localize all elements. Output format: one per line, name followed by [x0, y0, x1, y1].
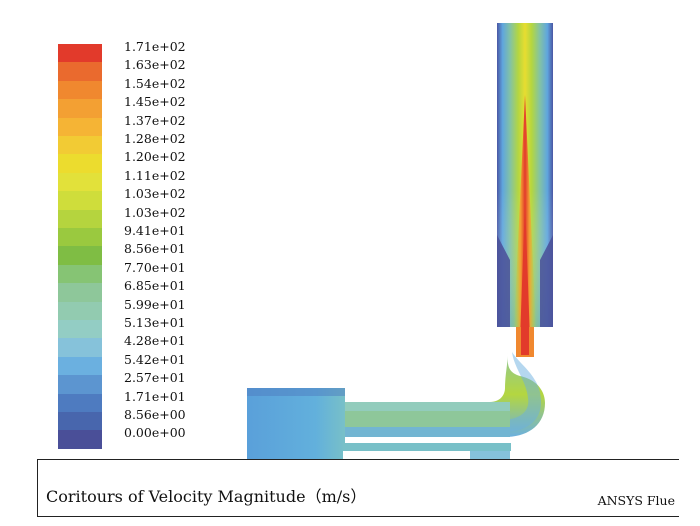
- scale-swatch: [58, 154, 102, 173]
- scale-swatch: [58, 264, 102, 284]
- scale-swatch: [58, 228, 102, 247]
- scale-swatch: [58, 246, 102, 265]
- scale-label: 7.70e+01: [124, 259, 186, 275]
- inlet-chamber: [247, 388, 345, 460]
- horizontal-pipe: [345, 402, 510, 437]
- scale-label: 8.56e+01: [124, 241, 186, 257]
- scale-swatch: [58, 393, 102, 412]
- scale-swatch: [58, 338, 102, 357]
- scale-label: 1.03e+02: [124, 186, 186, 202]
- scale-swatch: [58, 80, 102, 100]
- caption-frame: Coritours of Velocity Magnitude（m/s） ANS…: [37, 459, 679, 517]
- scale-label: 1.54e+02: [124, 75, 186, 91]
- return-slot: [343, 443, 511, 460]
- scale-label: 1.11e+02: [124, 167, 186, 183]
- brand-label: ANSYS Flue: [597, 493, 675, 508]
- scale-swatch: [58, 136, 102, 155]
- scale-swatch: [58, 301, 102, 320]
- scale-swatch: [58, 209, 102, 228]
- scale-swatch: [58, 283, 102, 302]
- scale-label: 1.45e+02: [124, 94, 186, 110]
- scale-label: 1.37e+02: [124, 112, 186, 128]
- scale-swatch: [58, 44, 102, 63]
- scale-swatch: [58, 191, 102, 210]
- nozzle-neck: [516, 327, 534, 357]
- scale-label: 4.28e+01: [124, 333, 186, 349]
- scale-label: 1.71e+02: [124, 39, 186, 54]
- scale-swatch: [58, 375, 102, 394]
- outlet-pipe: [497, 23, 553, 340]
- scale-label: 6.85e+01: [124, 278, 186, 294]
- scale-label: 1.63e+02: [124, 57, 186, 73]
- scale-label: 2.57e+01: [124, 370, 186, 386]
- scale-swatch: [58, 62, 102, 81]
- scale-label: 8.56e+00: [124, 407, 186, 422]
- scale-label: 5.99e+01: [124, 296, 186, 312]
- scale-swatch: [58, 99, 102, 118]
- scale-label: 1.28e+02: [124, 131, 186, 146]
- scale-label: 1.20e+02: [124, 149, 186, 165]
- scale-swatch: [58, 117, 102, 136]
- scale-label: 5.42e+01: [124, 351, 186, 367]
- scale-swatch: [58, 412, 102, 431]
- scale-label: 0.00e+00: [124, 425, 186, 441]
- scale-swatch: [58, 356, 102, 376]
- scale-label: 9.41e+01: [124, 223, 186, 238]
- scale-label: 1.03e+02: [124, 204, 186, 220]
- scale-label: 5.13e+01: [124, 315, 186, 330]
- scale-swatch: [58, 430, 102, 449]
- scale-swatch: [58, 172, 102, 192]
- scale-label: 1.71e+01: [124, 388, 186, 404]
- plot-title: Coritours of Velocity Magnitude（m/s）: [46, 487, 367, 506]
- scale-swatch: [58, 320, 102, 339]
